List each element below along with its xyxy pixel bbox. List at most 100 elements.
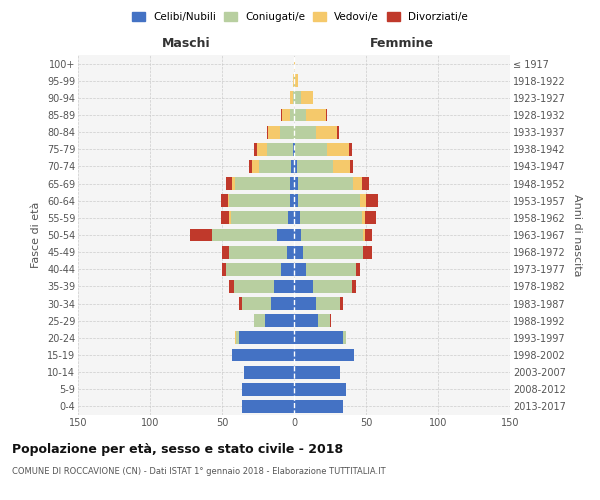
- Bar: [222, 246, 229, 258]
- Text: Popolazione per età, sesso e stato civile - 2018: Popolazione per età, sesso e stato civil…: [12, 442, 343, 456]
- Bar: [295, 143, 327, 156]
- Bar: [300, 212, 362, 224]
- Bar: [229, 194, 290, 207]
- Bar: [280, 126, 294, 138]
- Bar: [290, 92, 293, 104]
- Bar: [298, 177, 353, 190]
- Bar: [250, 160, 252, 173]
- Bar: [293, 92, 294, 104]
- Bar: [294, 74, 295, 87]
- Bar: [294, 400, 343, 413]
- Bar: [294, 212, 300, 224]
- Bar: [360, 194, 366, 207]
- Bar: [350, 160, 353, 173]
- Bar: [294, 160, 297, 173]
- Bar: [291, 160, 294, 173]
- Bar: [293, 143, 294, 156]
- Text: COMUNE DI ROCCAVIONE (CN) - Dati ISTAT 1° gennaio 2018 - Elaborazione TUTTITALIA: COMUNE DI ROCCAVIONE (CN) - Dati ISTAT 1…: [12, 468, 386, 476]
- Bar: [330, 314, 331, 327]
- Bar: [294, 280, 313, 293]
- Bar: [268, 126, 280, 138]
- Bar: [302, 246, 363, 258]
- Bar: [283, 108, 290, 122]
- Bar: [294, 332, 343, 344]
- Bar: [190, 228, 212, 241]
- Bar: [352, 280, 356, 293]
- Bar: [257, 143, 266, 156]
- Bar: [297, 160, 333, 173]
- Bar: [290, 194, 294, 207]
- Y-axis label: Fasce di età: Fasce di età: [31, 202, 41, 268]
- Bar: [356, 263, 360, 276]
- Bar: [281, 108, 283, 122]
- Bar: [295, 74, 298, 87]
- Bar: [229, 246, 287, 258]
- Bar: [293, 74, 294, 87]
- Bar: [266, 143, 293, 156]
- Text: Femmine: Femmine: [370, 37, 434, 50]
- Bar: [353, 177, 362, 190]
- Bar: [327, 143, 349, 156]
- Bar: [226, 177, 232, 190]
- Legend: Celibi/Nubili, Coniugati/e, Vedovi/e, Divorziati/e: Celibi/Nubili, Coniugati/e, Vedovi/e, Di…: [128, 8, 472, 26]
- Bar: [294, 126, 316, 138]
- Bar: [266, 126, 268, 138]
- Bar: [229, 212, 230, 224]
- Bar: [349, 143, 352, 156]
- Bar: [298, 194, 360, 207]
- Bar: [294, 108, 305, 122]
- Bar: [363, 246, 372, 258]
- Bar: [365, 212, 376, 224]
- Bar: [277, 228, 294, 241]
- Bar: [294, 366, 340, 378]
- Bar: [233, 280, 274, 293]
- Bar: [228, 194, 229, 207]
- Bar: [362, 177, 369, 190]
- Bar: [294, 314, 319, 327]
- Bar: [333, 160, 350, 173]
- Bar: [294, 383, 346, 396]
- Bar: [242, 297, 271, 310]
- Bar: [226, 263, 281, 276]
- Bar: [254, 314, 265, 327]
- Bar: [294, 297, 316, 310]
- Bar: [313, 280, 352, 293]
- Bar: [294, 348, 355, 362]
- Bar: [239, 297, 242, 310]
- Bar: [365, 228, 372, 241]
- Bar: [287, 246, 294, 258]
- Bar: [301, 92, 313, 104]
- Bar: [319, 314, 330, 327]
- Bar: [232, 177, 235, 190]
- Bar: [236, 332, 239, 344]
- Bar: [343, 332, 346, 344]
- Bar: [294, 228, 301, 241]
- Bar: [340, 297, 343, 310]
- Bar: [305, 263, 356, 276]
- Bar: [305, 108, 326, 122]
- Bar: [294, 57, 295, 70]
- Bar: [235, 332, 236, 344]
- Bar: [281, 263, 294, 276]
- Bar: [229, 280, 233, 293]
- Bar: [259, 160, 291, 173]
- Bar: [294, 92, 301, 104]
- Bar: [244, 366, 294, 378]
- Bar: [271, 297, 294, 310]
- Bar: [239, 332, 294, 344]
- Bar: [222, 263, 226, 276]
- Bar: [221, 212, 229, 224]
- Bar: [242, 400, 294, 413]
- Bar: [290, 108, 294, 122]
- Bar: [232, 348, 294, 362]
- Bar: [252, 160, 259, 173]
- Bar: [242, 383, 294, 396]
- Y-axis label: Anni di nascita: Anni di nascita: [572, 194, 583, 276]
- Bar: [294, 194, 298, 207]
- Bar: [366, 194, 377, 207]
- Bar: [301, 228, 363, 241]
- Text: Maschi: Maschi: [161, 37, 211, 50]
- Bar: [221, 194, 228, 207]
- Bar: [288, 212, 294, 224]
- Bar: [274, 280, 294, 293]
